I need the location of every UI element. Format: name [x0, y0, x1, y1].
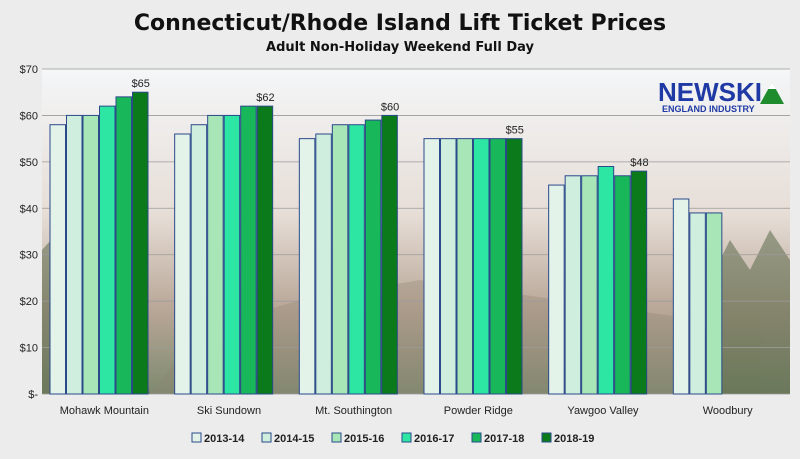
legend-swatch [401, 432, 412, 443]
bar [614, 175, 631, 395]
bar [240, 105, 257, 395]
legend-swatch [331, 432, 342, 443]
data-label: $48 [630, 157, 648, 169]
bar [256, 105, 274, 395]
data-label: $60 [381, 101, 399, 113]
y-tick-label: $60 [20, 110, 38, 122]
chart-subtitle: Adult Non-Holiday Weekend Full Day [266, 40, 534, 55]
data-label: $55 [506, 125, 524, 137]
y-tick-label: $30 [20, 250, 38, 262]
x-tick-label: Ski Sundown [197, 405, 261, 417]
y-tick-label: $- [28, 389, 38, 401]
data-label: $65 [132, 78, 150, 90]
bar [66, 114, 83, 395]
bar [564, 175, 582, 395]
gridlines [42, 68, 790, 395]
newski-logo: NEWSKI ENGLAND INDUSTRY [658, 77, 784, 114]
plot-area [42, 69, 790, 394]
bar [581, 175, 598, 395]
chart-title: Connecticut/Rhode Island Lift Ticket Pri… [134, 11, 666, 36]
x-tick-label: Powder Ridge [444, 405, 513, 417]
logo-line2: ENGLAND INDUSTRY [662, 104, 755, 114]
bar [548, 184, 565, 395]
y-tick-label: $70 [20, 64, 38, 76]
x-tick-label: Mt. Southington [315, 405, 392, 417]
bar [49, 124, 66, 395]
bar [315, 133, 332, 395]
y-axis: $- $10 $20 $30 $40 $50 $60 $70 [20, 64, 39, 401]
legend-swatch [261, 432, 272, 443]
bar [440, 138, 457, 395]
x-axis: Mohawk Mountain Ski Sundown Mt. Southingto… [60, 405, 753, 417]
legend-swatch [541, 432, 552, 443]
bar [672, 198, 690, 395]
mountain-snow-icon [768, 82, 776, 89]
bars [49, 91, 723, 395]
bar [115, 96, 132, 395]
x-tick-label: Mohawk Mountain [60, 405, 149, 417]
legend-swatch [471, 432, 482, 443]
legend-label: 2014-15 [274, 433, 314, 445]
y-tick-label: $50 [20, 157, 38, 169]
y-tick-label: $10 [20, 343, 38, 355]
logo-line1: NEWSKI [658, 77, 762, 107]
y-tick-label: $40 [20, 203, 38, 215]
bar [364, 119, 382, 395]
bar [381, 114, 398, 395]
bar [298, 138, 316, 395]
legend-label: 2015-16 [344, 433, 384, 445]
bar [348, 124, 365, 395]
legend-label: 2013-14 [204, 433, 245, 445]
bar [597, 166, 615, 395]
bar [506, 138, 523, 395]
x-tick-label: Woodbury [703, 405, 753, 417]
bar [473, 138, 490, 395]
bar [456, 138, 473, 395]
data-labels: $65 $62 $60 $55 $48 [132, 78, 649, 169]
bar [174, 133, 191, 395]
bar [207, 114, 224, 395]
bar [489, 138, 506, 395]
y-tick-label: $20 [20, 296, 38, 308]
legend-label: 2017-18 [484, 433, 524, 445]
bar [132, 91, 149, 395]
bar [630, 170, 648, 395]
data-label: $62 [256, 92, 274, 104]
bar [190, 124, 208, 395]
bar [689, 212, 706, 395]
legend-label: 2016-17 [414, 433, 454, 445]
legend-label: 2018-19 [554, 433, 594, 445]
bar [223, 114, 241, 395]
bar [99, 105, 116, 395]
bar [331, 124, 349, 395]
legend-swatch [191, 432, 202, 443]
mountain-icon [760, 82, 784, 104]
x-tick-label: Yawgoo Valley [567, 405, 639, 417]
bar [705, 212, 723, 395]
legend: 2013-14 2014-15 2015-16 2016-17 2017-18 2018-… [191, 432, 594, 445]
bar [82, 114, 99, 395]
bar [423, 138, 440, 395]
